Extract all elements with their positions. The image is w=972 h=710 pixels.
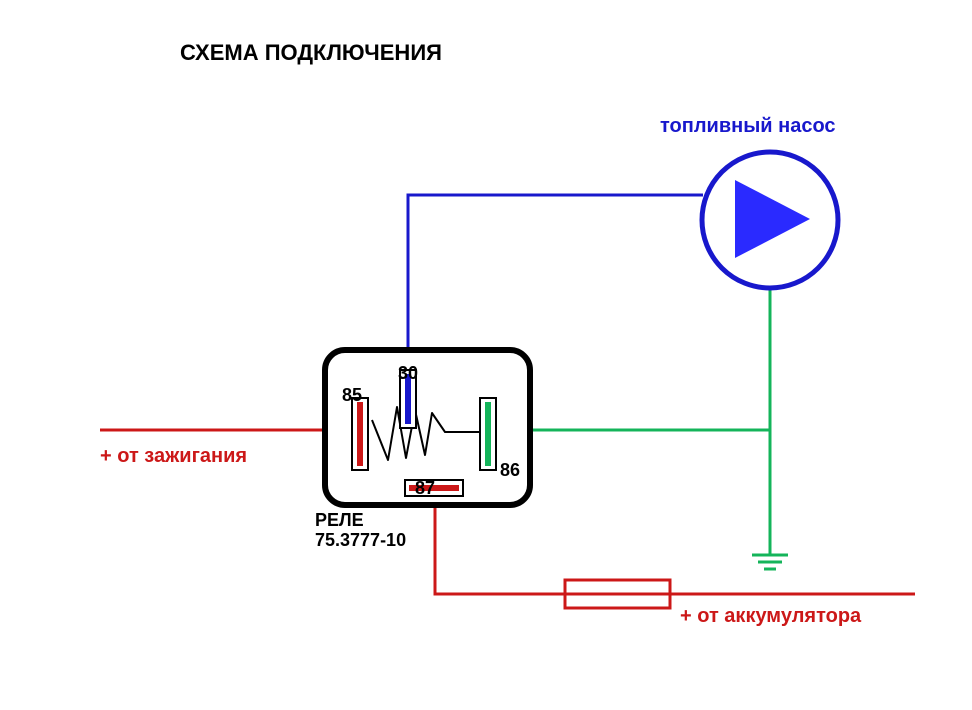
wire-pump-to-pin86 xyxy=(495,288,770,430)
pin-30-label: 30 xyxy=(398,363,418,384)
pin-85-label: 85 xyxy=(342,385,362,406)
battery-label: + от аккумулятора xyxy=(680,605,861,628)
ignition-label: + от зажигания xyxy=(100,445,247,468)
wire-pin87-to-fuse xyxy=(435,495,565,594)
pin-87-label: 87 xyxy=(415,478,435,499)
pump-label: топливный насос xyxy=(660,115,836,138)
relay-pin-85-bar xyxy=(357,402,363,466)
wire-pin30-to-pump xyxy=(408,195,703,372)
relay-pin-86-bar xyxy=(485,402,491,466)
relay-label-2: 75.3777-10 xyxy=(315,530,406,551)
pin-86-label: 86 xyxy=(500,460,520,481)
diagram-canvas xyxy=(0,0,972,710)
diagram-title: СХЕМА ПОДКЛЮЧЕНИЯ xyxy=(180,40,442,66)
relay-label-1: РЕЛЕ xyxy=(315,510,364,531)
